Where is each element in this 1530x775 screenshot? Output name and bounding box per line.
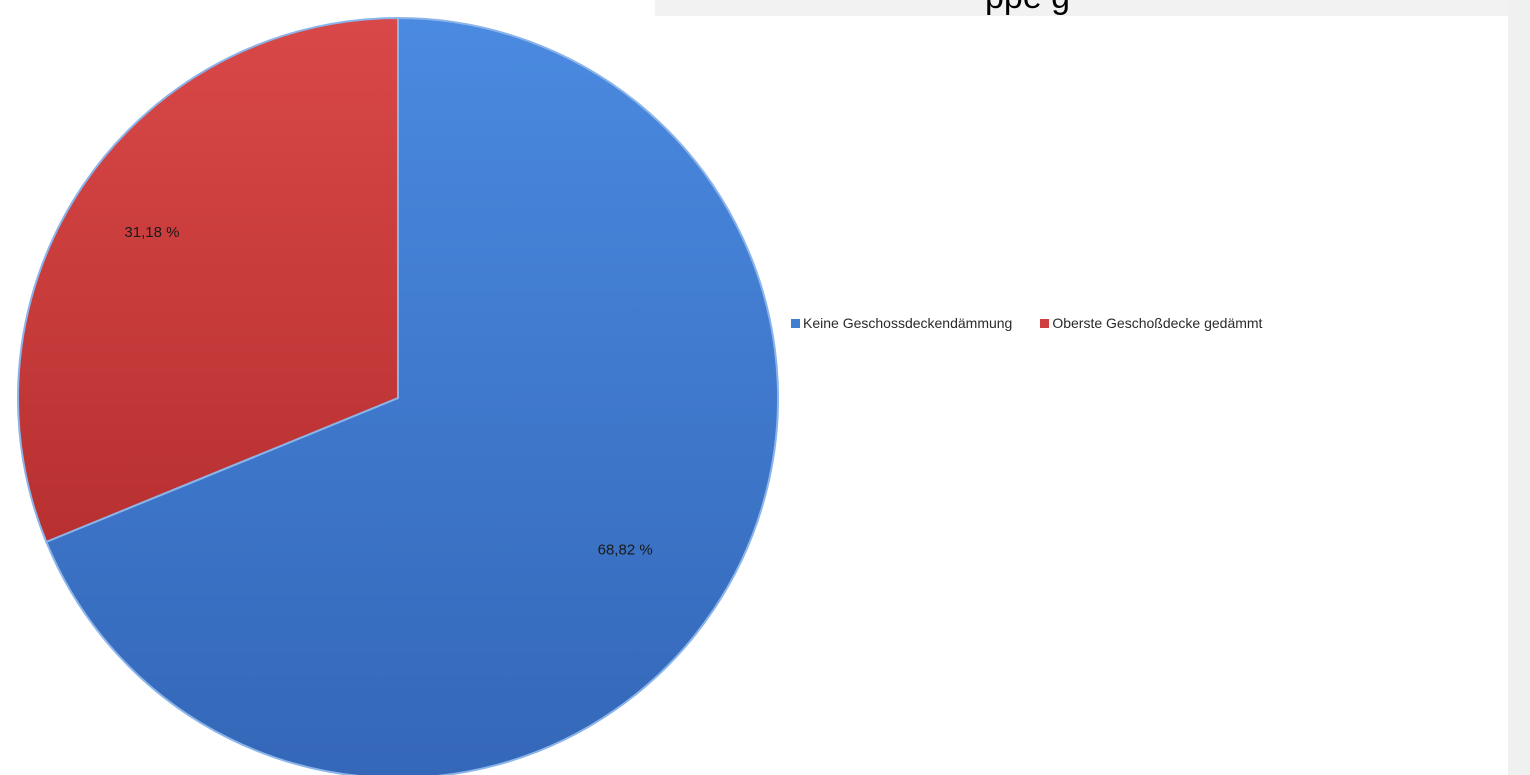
- right-scroll-rail: [1508, 0, 1530, 775]
- pie-slice-1: [44, 16, 779, 775]
- legend-label-1: Keine Geschossdeckendämmung: [803, 315, 1013, 331]
- legend-swatch-2: [1040, 318, 1050, 328]
- legend-item-1: Keine Geschossdeckendämmung: [791, 315, 1012, 331]
- chart-title-partial: ppe g: [985, 0, 1070, 16]
- legend-item-2: Oberste Geschoßdecke gedämmt: [1040, 315, 1262, 331]
- data-label-2: 31,18 %: [124, 224, 179, 241]
- legend-swatch-1: [791, 318, 800, 328]
- pie-slices: [17, 16, 779, 775]
- legend-label-2: Oberste Geschoßdecke gedämmt: [1052, 315, 1263, 331]
- pie-data-labels: 68,82 % 31,18 %: [124, 224, 652, 559]
- title-bar: ppe g: [655, 0, 1512, 16]
- data-label-1: 68,82 %: [598, 541, 653, 558]
- chart-legend: Keine Geschossdeckendämmung Oberste Gesch…: [791, 315, 1262, 331]
- pie-slice-2: [17, 16, 399, 544]
